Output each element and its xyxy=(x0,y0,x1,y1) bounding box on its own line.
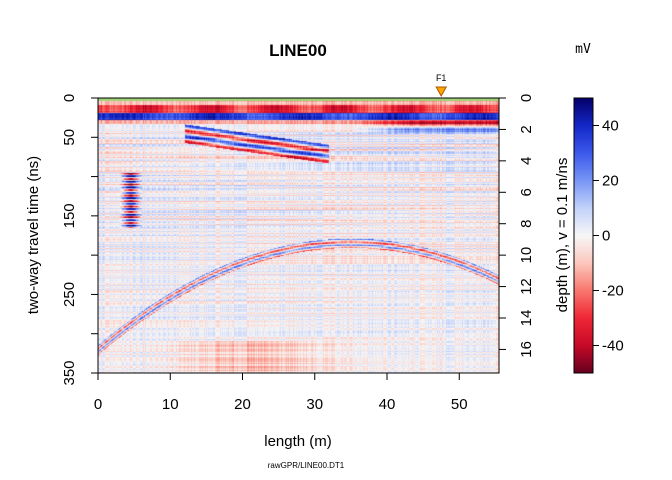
x-tick-label: 40 xyxy=(379,396,396,413)
colorbar-tick-label: 0 xyxy=(602,228,610,245)
colorbar: 40 20 0 -20 -40 xyxy=(573,97,624,374)
y-tick-label: 0 xyxy=(61,94,78,102)
depth-tick-label: 14 xyxy=(518,310,535,327)
y-tick-label: 50 xyxy=(61,129,78,146)
chart-title: LINE00 xyxy=(269,41,327,60)
depth-axis-label: depth (m), v = 0.1 m/ns xyxy=(554,158,571,313)
y-axis-label: two-way travel time (ns) xyxy=(25,156,42,314)
depth-tick-label: 16 xyxy=(518,341,535,358)
colorbar-unit-label: mV xyxy=(575,42,591,57)
source-file-label: rawGPR/LINE00.DT1 xyxy=(268,461,345,470)
colorbar-tick-label: 20 xyxy=(602,173,619,190)
colorbar-tick-label: 40 xyxy=(602,118,619,135)
x-tick-label: 10 xyxy=(162,396,179,413)
x-axis: 0 10 20 30 40 50 xyxy=(94,373,468,413)
depth-axis: 0 2 4 6 8 10 12 14 16 xyxy=(499,94,535,358)
fiducial-markers: F1 xyxy=(435,73,448,98)
y-tick-label: 350 xyxy=(61,360,78,385)
x-tick-label: 20 xyxy=(234,396,251,413)
x-tick-label: 50 xyxy=(451,396,468,413)
x-tick-label: 30 xyxy=(306,396,323,413)
depth-tick-label: 4 xyxy=(518,157,535,165)
depth-tick-label: 6 xyxy=(518,188,535,196)
marker-triangle xyxy=(435,86,448,98)
colorbar-gradient xyxy=(574,98,593,373)
colorbar-tick-label: -40 xyxy=(602,338,624,355)
colorbar-tick-label: -20 xyxy=(602,283,624,300)
depth-tick-label: 12 xyxy=(518,278,535,295)
depth-tick-label: 2 xyxy=(518,125,535,133)
depth-tick-label: 0 xyxy=(518,94,535,102)
y-tick-label: 150 xyxy=(61,203,78,228)
y-tick-label: 250 xyxy=(61,282,78,307)
x-tick-label: 0 xyxy=(94,396,102,413)
depth-tick-label: 10 xyxy=(518,247,535,264)
marker-label: F1 xyxy=(436,73,447,83)
plot-frame xyxy=(97,97,500,374)
radargram-plot-area xyxy=(97,97,500,374)
depth-tick-label: 8 xyxy=(518,220,535,228)
radargram-image xyxy=(98,98,499,373)
y-axis: 0 50 150 250 350 xyxy=(61,94,98,386)
x-axis-label: length (m) xyxy=(264,433,332,450)
